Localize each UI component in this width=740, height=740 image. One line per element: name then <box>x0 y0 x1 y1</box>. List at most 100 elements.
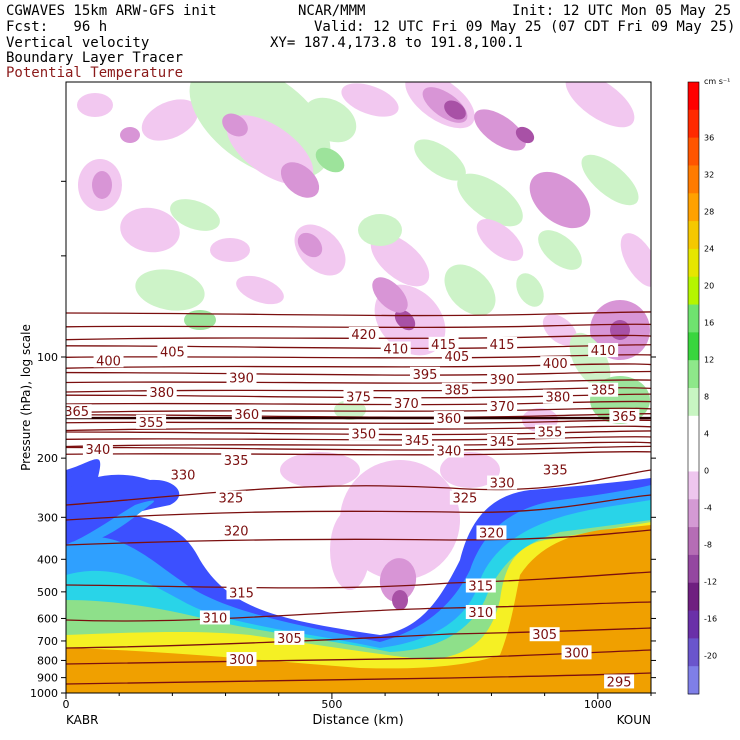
colorbar-tick-label: 4 <box>704 430 709 439</box>
y-tick-label: 400 <box>37 553 58 566</box>
colorbar-tick-label: -4 <box>704 504 712 513</box>
y-tick-label: 200 <box>37 452 58 465</box>
isentrope-label-bg <box>604 674 635 689</box>
y-tick-label: 1000 <box>30 687 58 700</box>
isentrope-label-bg <box>221 523 252 538</box>
colorbar-segment <box>688 165 699 194</box>
isentrope-label-bg <box>487 475 518 490</box>
colorbar-frame <box>687 81 700 695</box>
isentrope <box>66 627 651 649</box>
vertical-velocity-contour <box>358 214 402 246</box>
vertical-velocity-contour <box>392 590 408 610</box>
isentrope-label-bg <box>274 630 305 645</box>
isentrope-label-bg <box>487 371 518 386</box>
colorbar-segment <box>688 276 699 306</box>
forecast-hour: Fcst: 96 h <box>6 19 108 35</box>
isentrope-label: 410 <box>591 344 616 359</box>
vertical-velocity-contour <box>516 273 544 307</box>
isentrope-label: 360 <box>234 408 259 423</box>
valid-time: Valid: 12 UTC Fri 09 May 25 (07 CDT Fri … <box>314 19 736 35</box>
isentrope-label-bg <box>348 326 379 341</box>
vertical-velocity-contour <box>414 139 466 181</box>
organization-label: NCAR/MMM <box>298 3 366 19</box>
isentrope-label-bg <box>226 585 257 600</box>
vertical-velocity-contour <box>315 147 345 173</box>
isentrope-label: 310 <box>202 611 227 626</box>
isentrope-label-bg <box>221 453 252 468</box>
colorbar-segment <box>688 666 699 695</box>
isentrope-label: 405 <box>444 350 469 365</box>
isentrope-label-bg <box>441 382 472 397</box>
isentrope-label-bg <box>449 490 480 505</box>
plot-frame <box>65 81 652 694</box>
vertical-velocity-contour <box>457 173 523 227</box>
isentrope-label: 405 <box>160 346 185 361</box>
colorbar-segment <box>688 415 699 445</box>
isentrope-label-bg <box>540 356 571 371</box>
isentrope-label-bg <box>348 426 379 441</box>
colorbar-segment <box>688 304 699 333</box>
isentrope-label: 350 <box>351 427 376 442</box>
colorbar-segment <box>688 638 699 667</box>
tracer-layer <box>66 525 651 693</box>
isentrope-label-bg <box>215 490 246 505</box>
x-axis-label: Distance (km) <box>312 713 403 728</box>
y-tick-label: 100 <box>37 351 58 364</box>
vertical-velocity-contour <box>92 171 112 199</box>
isentrope-label: 305 <box>277 632 302 647</box>
colorbar-segment <box>688 443 699 472</box>
isentrope-label-bg <box>226 370 257 385</box>
field-label-tracer: Boundary Layer Tracer <box>6 50 184 66</box>
isentrope-label-bg <box>465 605 496 620</box>
colorbar-units: cm s⁻¹ <box>704 77 730 86</box>
colorbar-segment <box>688 527 699 556</box>
isentrope-label-bg <box>380 341 411 356</box>
colorbar-segment <box>688 554 699 584</box>
isentrope-label-bg <box>487 336 518 351</box>
isentrope-label-bg <box>529 627 560 642</box>
isentrope-label-bg <box>534 424 565 439</box>
isentrope-label: 305 <box>532 628 557 643</box>
isentrope <box>66 672 651 685</box>
colorbar-segment <box>688 221 699 250</box>
isentrope-label-bg <box>433 411 464 426</box>
x-tick-label: 500 <box>321 698 342 711</box>
isentrope-label: 385 <box>591 384 616 399</box>
vertical-velocity-contour <box>77 93 113 117</box>
vertical-velocity-contour <box>581 154 639 206</box>
isentrope-label: 355 <box>139 416 164 431</box>
isentrope-label: 380 <box>149 386 174 401</box>
isentrope-label: 335 <box>543 464 568 479</box>
xy-endpoints: XY= 187.4,173.8 to 191.8,100.1 <box>270 35 523 51</box>
colorbar-tick-label: 32 <box>704 171 714 180</box>
isentrope-label: 340 <box>436 444 461 459</box>
isentrope <box>66 413 651 418</box>
isentrope <box>66 370 651 376</box>
isentrope-label-bg <box>487 433 518 448</box>
y-tick-label: 800 <box>37 654 58 667</box>
isentrope-label-bg <box>476 525 507 540</box>
colorbar-tick-label: -20 <box>704 652 717 661</box>
isentrope <box>66 379 651 384</box>
isentrope-label-bg <box>226 652 257 667</box>
colorbar-tick-label: 8 <box>704 393 709 402</box>
colorbar-tick-label: 0 <box>704 467 709 476</box>
y-tick-label: 900 <box>37 672 58 685</box>
vertical-velocity-contour <box>620 233 651 287</box>
colorbar-tick-label: 28 <box>704 208 714 217</box>
isentrope-label-bg <box>231 407 262 422</box>
isentrope-label-bg <box>441 349 472 363</box>
colorbar-tick-label: -12 <box>704 578 717 587</box>
colorbar-segment <box>688 499 699 528</box>
tracer-layer <box>66 500 155 550</box>
vertical-velocity-contour <box>444 100 466 120</box>
model-title: CGWAVES 15km ARW-GFS init <box>6 3 217 19</box>
isentrope-label: 400 <box>543 357 568 372</box>
vertical-velocity-contour <box>120 207 180 253</box>
isentrope-label: 400 <box>96 354 121 369</box>
vertical-velocity-contour <box>474 109 526 151</box>
vertical-velocity-contour <box>379 558 417 602</box>
vertical-velocity-contour <box>529 171 591 229</box>
colorbar-tick-label: 16 <box>704 319 714 328</box>
vertical-velocity-contour <box>141 99 199 141</box>
